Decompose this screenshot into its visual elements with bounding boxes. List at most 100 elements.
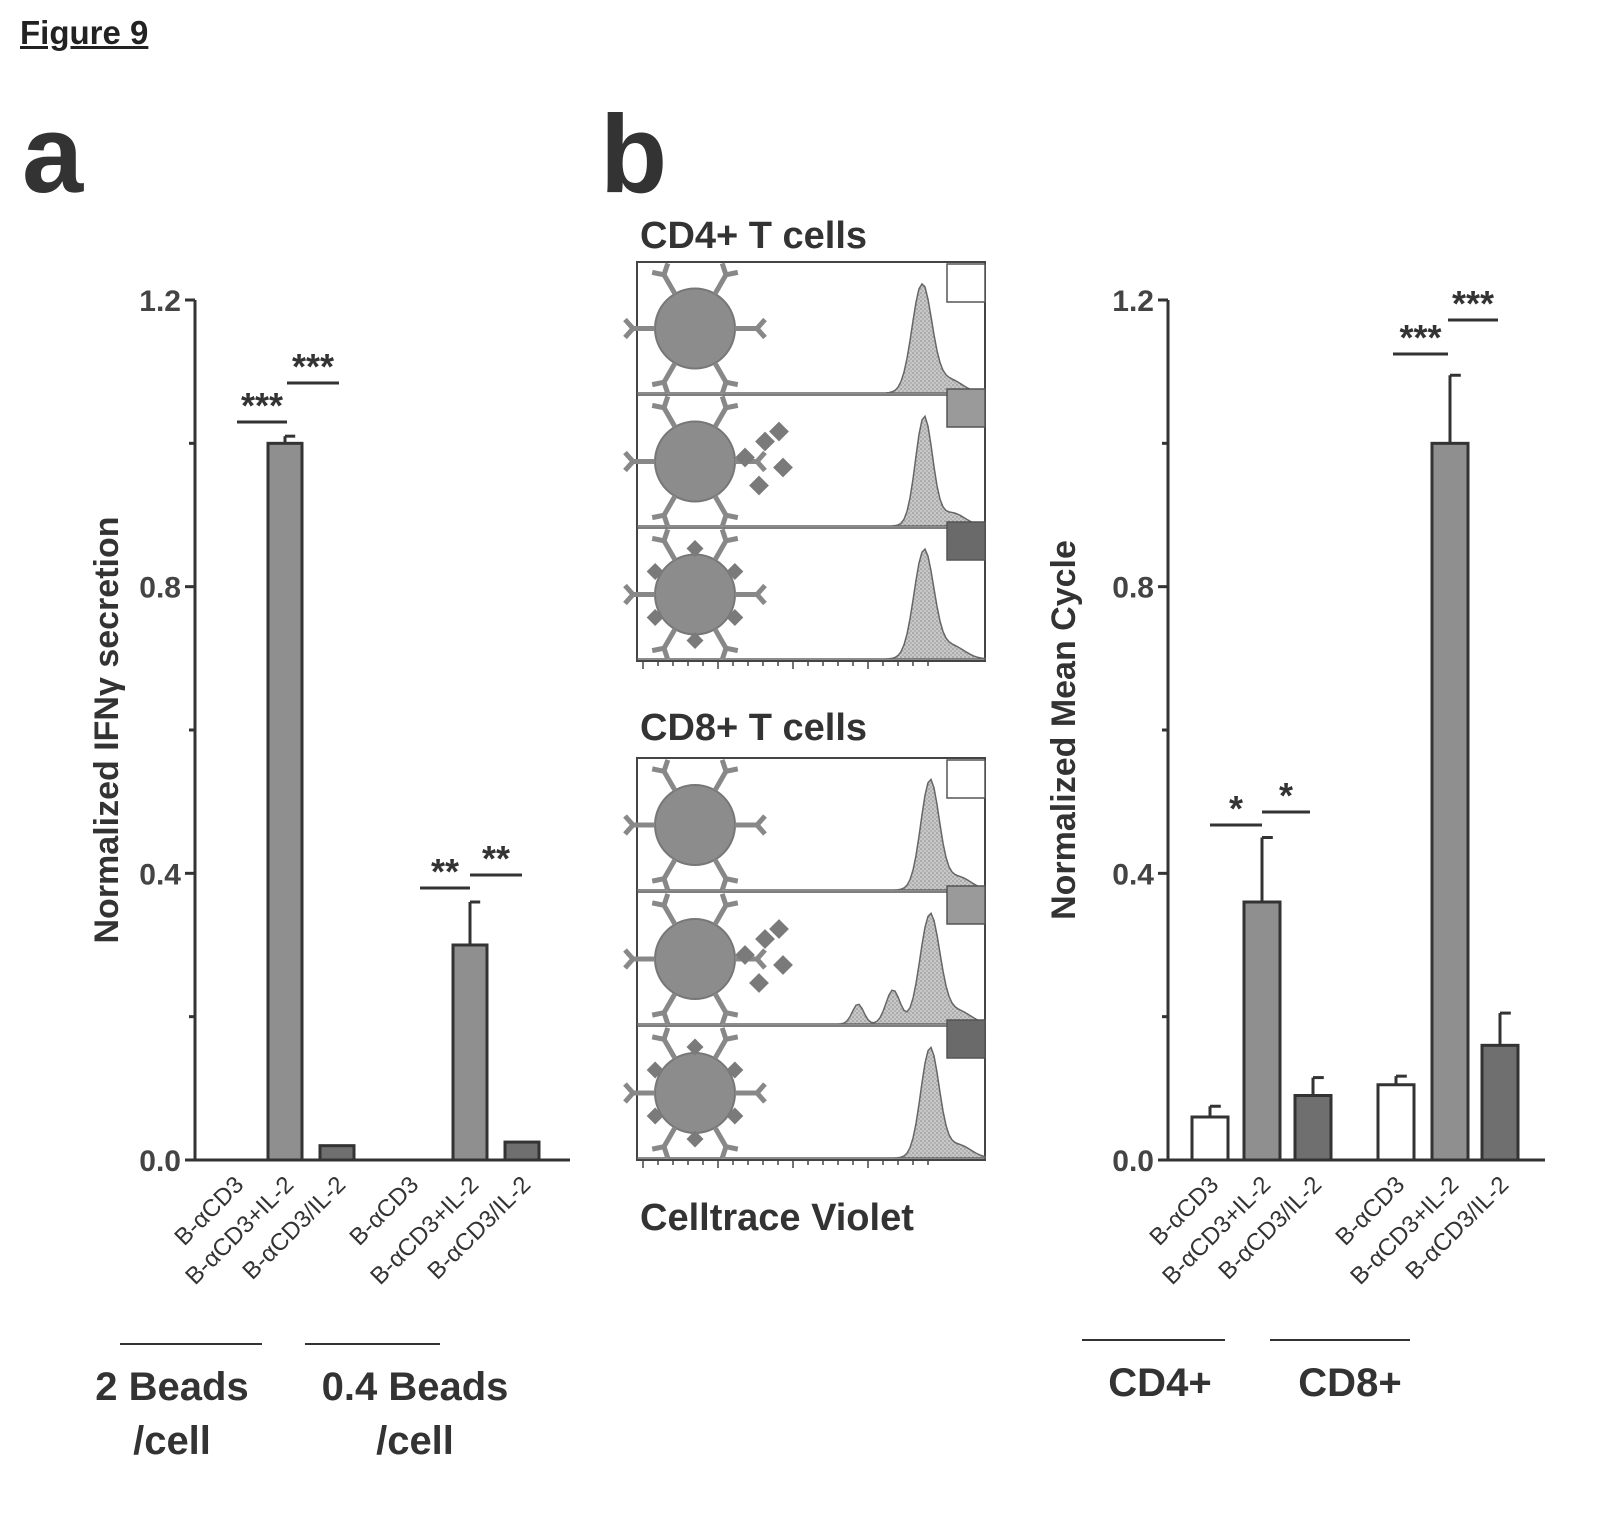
antibody-icon	[719, 759, 729, 773]
bead-icon	[654, 1052, 736, 1134]
antibody-icon	[661, 1038, 678, 1060]
antibody-icon	[719, 1011, 729, 1025]
il2-icon	[773, 457, 793, 478]
il2-icon	[749, 973, 769, 993]
antibody-icon	[712, 361, 729, 384]
antibody-icon	[712, 627, 729, 650]
histogram-curve	[637, 1045, 986, 1159]
il2-icon	[686, 1038, 704, 1056]
bead-icon	[654, 553, 736, 636]
antibody-icon	[661, 877, 671, 891]
il2-icon	[646, 1061, 664, 1079]
group-label: /cell	[133, 1419, 211, 1463]
antibody-icon	[725, 645, 739, 654]
group-label: /cell	[376, 1419, 454, 1463]
legend-swatch	[946, 1019, 986, 1059]
il2-icon	[755, 929, 775, 949]
il2-icon	[735, 447, 755, 468]
antibody-icon	[661, 858, 678, 880]
antibody-icon	[661, 770, 678, 792]
antibody-icon	[661, 494, 678, 517]
bead-icon	[654, 287, 736, 370]
antibody-icon	[755, 948, 767, 961]
legend-swatch	[946, 521, 986, 561]
antibody-icon	[719, 262, 729, 276]
antibody-icon	[712, 406, 729, 429]
antibody-icon	[755, 317, 767, 331]
il2-icon	[686, 540, 704, 557]
bar	[1293, 1094, 1333, 1162]
legend-swatch	[946, 885, 986, 925]
antibody-icon	[725, 1034, 739, 1042]
antibody-icon	[623, 1091, 635, 1104]
antibody-icon	[661, 1126, 678, 1148]
antibody-icon	[719, 893, 729, 907]
y-tick-label: 1.2	[139, 285, 181, 318]
y-axis-label: Normalized IFNγ secretion	[88, 516, 126, 943]
antibody-icon	[712, 539, 729, 562]
antibody-icon	[651, 402, 665, 411]
antibody-icon	[725, 876, 739, 884]
il2-icon	[769, 421, 789, 442]
significance-label: ***	[292, 346, 334, 387]
il2-icon	[749, 475, 769, 496]
bar	[1376, 1083, 1416, 1162]
antibody-icon	[725, 1144, 739, 1152]
il2-icon	[726, 609, 744, 626]
antibody-icon	[651, 876, 665, 884]
il2-icon	[755, 431, 775, 452]
antibody-icon	[661, 262, 671, 276]
antibody-icon	[623, 459, 635, 473]
antibody-icon	[651, 645, 665, 654]
antibody-icon	[755, 957, 767, 970]
antibody-icon	[719, 647, 729, 661]
antibody-icon	[661, 759, 671, 773]
antibody-icon	[661, 381, 671, 395]
significance-label: ***	[1452, 283, 1494, 324]
histogram-curve	[637, 777, 986, 891]
il2-icon	[773, 955, 793, 975]
antibody-icon	[719, 528, 729, 542]
antibody-icon	[623, 450, 635, 464]
panel-b-letter: b	[600, 93, 668, 216]
antibody-icon	[725, 269, 739, 278]
il2-icon	[686, 632, 704, 649]
antibody-icon	[623, 1082, 635, 1095]
y-tick-label: 0.4	[139, 858, 181, 891]
antibody-icon	[712, 858, 729, 880]
figure-title: Figure 9	[20, 14, 149, 51]
antibody-icon	[623, 317, 635, 331]
antibody-icon	[712, 494, 729, 517]
antibody-icon	[661, 992, 678, 1014]
bar	[1190, 1115, 1230, 1162]
antibody-icon	[725, 402, 739, 411]
bead-icon	[654, 784, 736, 866]
antibody-icon	[712, 904, 729, 926]
group-label: CD8+	[1298, 1361, 1401, 1405]
il2-icon	[686, 1130, 704, 1148]
y-tick-label: 0.0	[139, 1145, 181, 1178]
il2-icon	[646, 563, 664, 580]
il2-icon	[769, 919, 789, 939]
antibody-icon	[623, 326, 635, 340]
bar	[503, 1140, 541, 1162]
antibody-icon	[755, 1091, 767, 1104]
antibody-icon	[719, 1027, 729, 1041]
antibody-icon	[755, 814, 767, 827]
antibody-icon	[661, 361, 678, 384]
antibody-icon	[623, 823, 635, 836]
antibody-icon	[661, 273, 678, 296]
antibody-icon	[725, 900, 739, 908]
antibody-icon	[725, 1010, 739, 1018]
antibody-icon	[661, 893, 671, 907]
antibody-icon	[725, 766, 739, 774]
histogram-curve	[637, 282, 986, 394]
cd4-title: CD4+ T cells	[640, 215, 867, 257]
antibody-icon	[712, 1038, 729, 1060]
antibody-icon	[712, 273, 729, 296]
histogram-curve	[637, 547, 986, 660]
group-label: CD4+	[1108, 1361, 1211, 1405]
y-tick-label: 1.2	[1112, 285, 1154, 318]
